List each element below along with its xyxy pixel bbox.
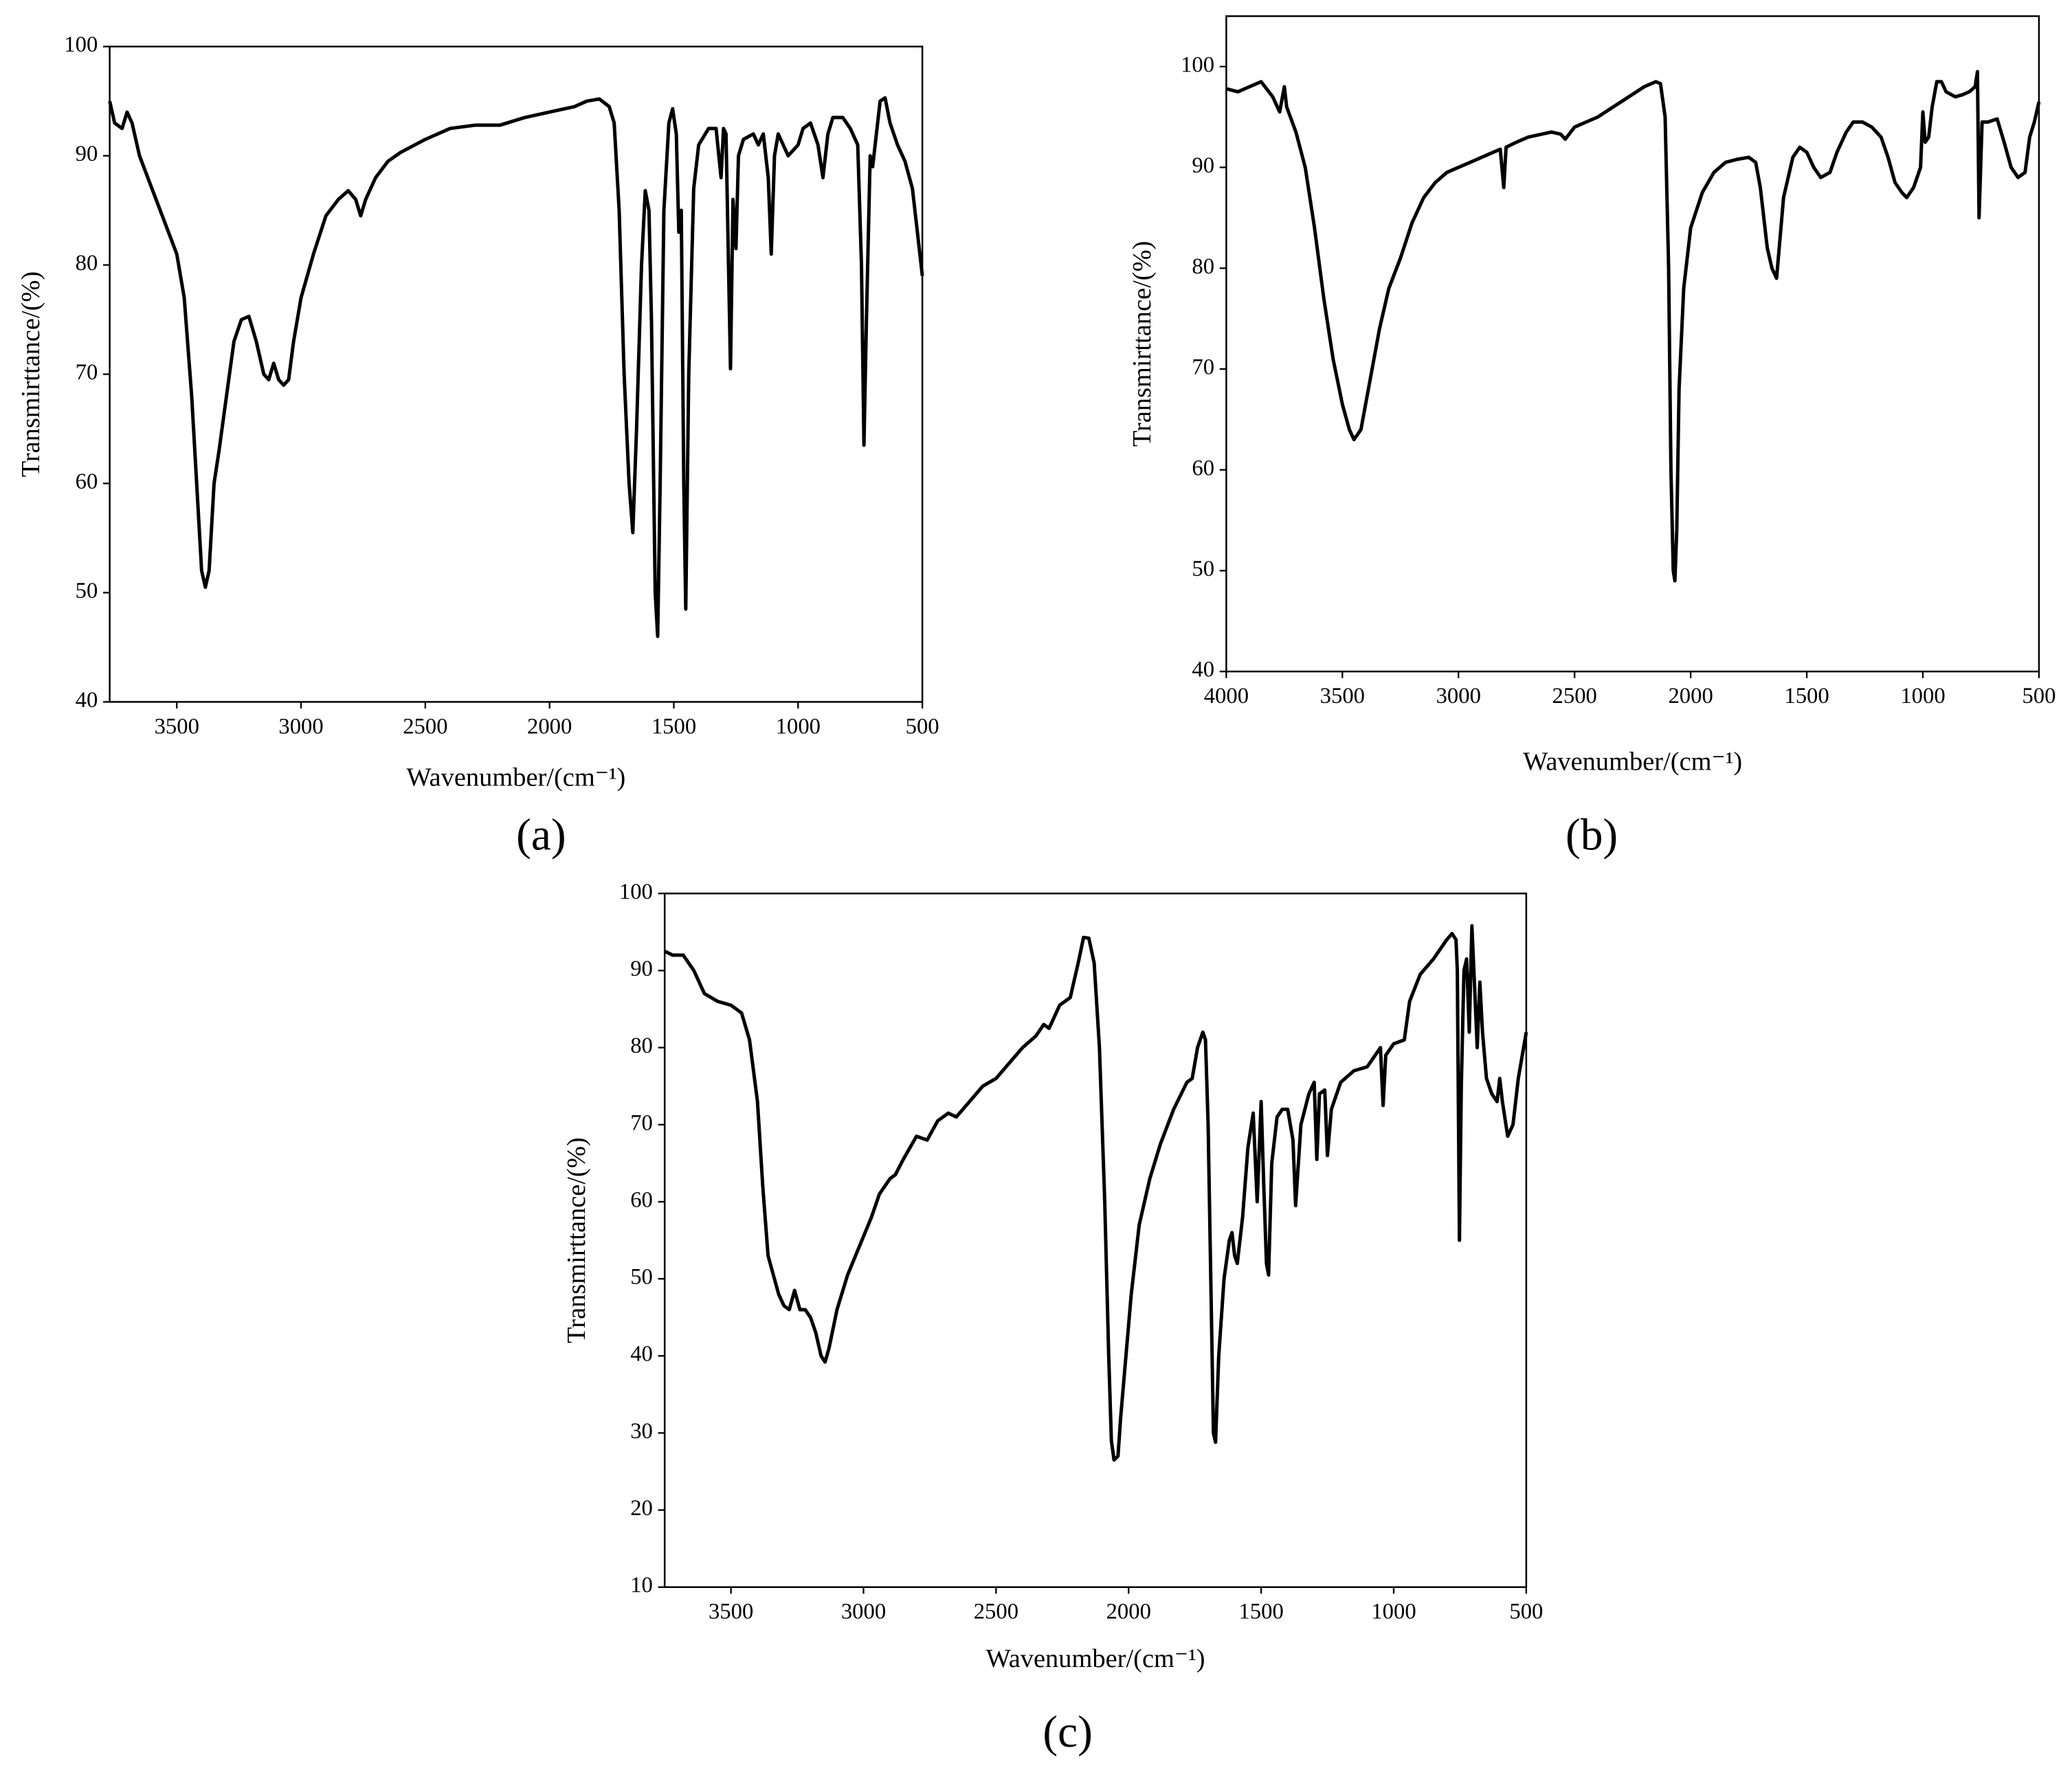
y-tick-label: 100: [64, 32, 98, 57]
y-axis-label: Transmirttance/(%): [1128, 241, 1157, 447]
y-tick-label: 50: [1192, 557, 1214, 581]
y-tick-label: 40: [630, 1342, 653, 1367]
spectrum-line: [1225, 69, 2041, 583]
y-tick-label: 80: [76, 251, 98, 276]
x-tick-label: 3500: [709, 1600, 753, 1624]
y-tick-label: 80: [630, 1033, 653, 1058]
x-tick-label: 500: [2022, 684, 2056, 708]
x-tick-label: 1500: [651, 714, 696, 739]
y-tick-label: 40: [1192, 658, 1214, 682]
x-tick-label: 3500: [155, 714, 199, 739]
y-tick-label: 80: [1192, 254, 1214, 279]
y-axis-label: Transmirttance/(%): [562, 1137, 591, 1343]
y-tick-label: 90: [1192, 153, 1214, 178]
x-tick-label: 2000: [527, 714, 572, 739]
plot-frame: [1225, 15, 2040, 673]
x-tick-label: 1000: [1900, 684, 1945, 708]
y-tick-label: 70: [630, 1110, 653, 1135]
x-axis-label: Wavenumber/(cm⁻¹): [1523, 748, 1742, 776]
y-tick-label: 60: [76, 469, 98, 494]
x-axis-label: Wavenumber/(cm⁻¹): [986, 1644, 1205, 1673]
y-tick-label: 70: [1192, 355, 1214, 380]
panel-label: (c): [1043, 1708, 1093, 1757]
x-tick-label: 1500: [1238, 1600, 1283, 1624]
plot-frame: [663, 893, 1528, 1589]
x-tick-label: 1000: [776, 714, 821, 739]
y-tick-label: 50: [630, 1265, 653, 1290]
y-tick-label: 60: [1192, 456, 1214, 480]
y-tick-label: 90: [76, 142, 98, 166]
x-tick-label: 3000: [841, 1600, 886, 1624]
y-tick-label: 100: [1181, 52, 1214, 77]
x-tick-label: 3000: [1436, 684, 1481, 708]
y-tick-label: 50: [76, 579, 98, 603]
y-tick-label: 20: [630, 1496, 653, 1521]
plot-frame: [109, 45, 924, 703]
x-tick-label: 2500: [403, 714, 447, 739]
y-tick-label: 70: [76, 360, 98, 385]
x-tick-label: 500: [1509, 1600, 1543, 1624]
x-tick-label: 4000: [1204, 684, 1249, 708]
x-tick-label: 500: [906, 714, 939, 739]
x-tick-label: 2500: [1552, 684, 1597, 708]
x-tick-label: 2000: [1106, 1600, 1151, 1624]
y-tick-label: 100: [619, 880, 653, 904]
y-axis-label: Transmirttance/(%): [16, 271, 45, 478]
x-tick-label: 2500: [974, 1600, 1018, 1624]
x-tick-label: 1500: [1784, 684, 1829, 708]
x-tick-label: 2000: [1668, 684, 1713, 708]
y-tick-label: 30: [630, 1419, 653, 1444]
x-tick-label: 3500: [1320, 684, 1365, 708]
spectrum-line: [108, 96, 924, 638]
y-tick-label: 40: [76, 688, 98, 713]
panel-label: (a): [516, 810, 566, 860]
y-tick-label: 60: [630, 1187, 653, 1212]
spectrum-line: [664, 924, 1528, 1462]
y-tick-label: 10: [630, 1573, 653, 1598]
panel-label: (b): [1566, 810, 1618, 860]
x-axis-label: Wavenumber/(cm⁻¹): [406, 763, 625, 792]
y-tick-label: 90: [630, 956, 653, 981]
x-tick-label: 3000: [278, 714, 323, 739]
x-tick-label: 1000: [1371, 1600, 1416, 1624]
